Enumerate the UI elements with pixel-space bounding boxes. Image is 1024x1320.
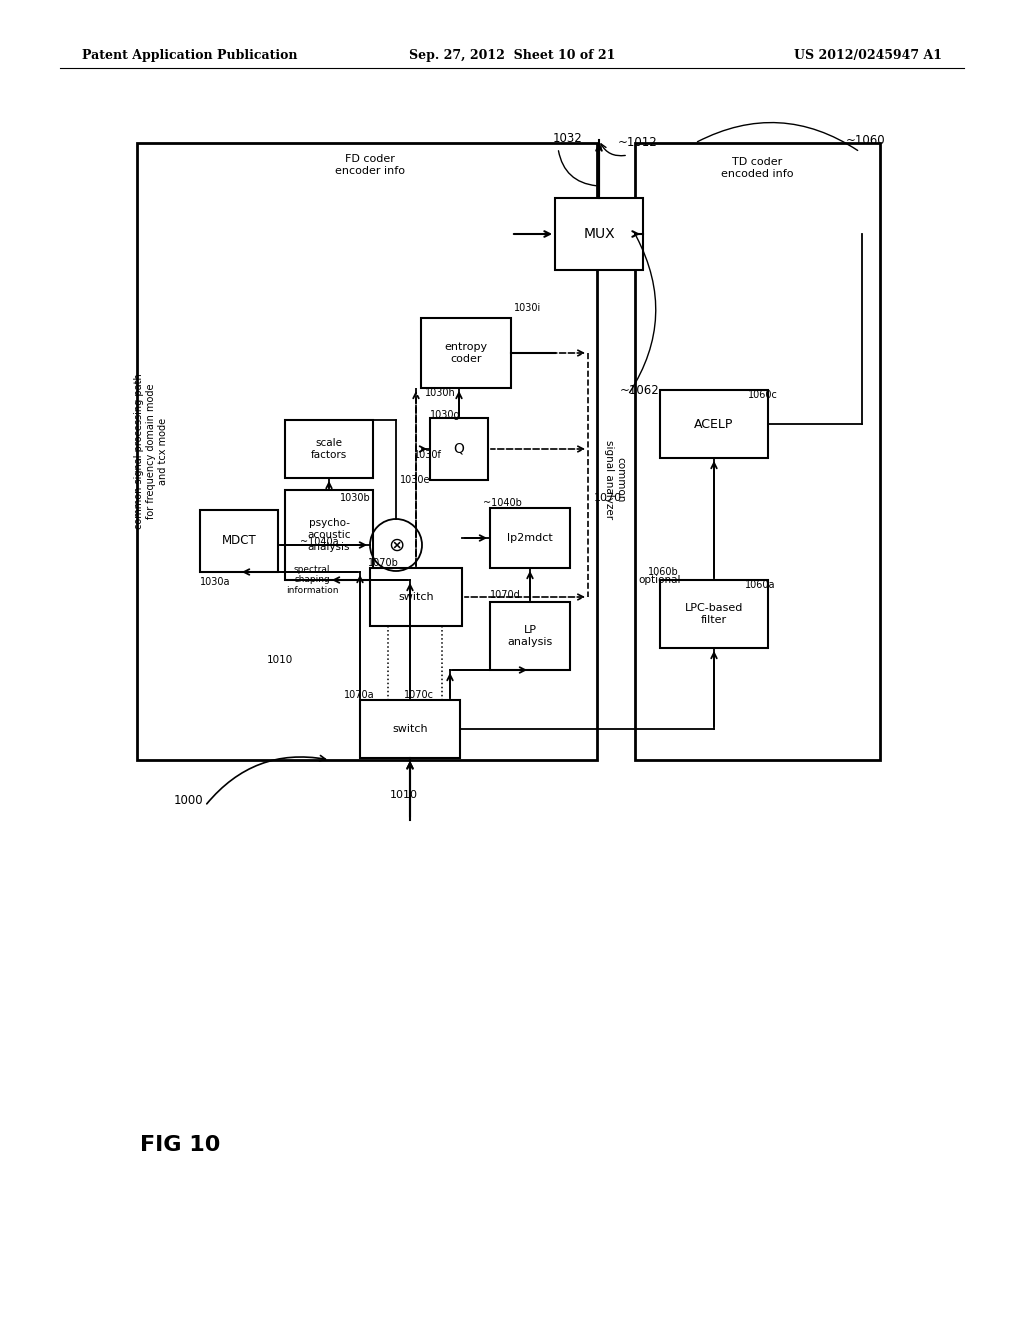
Text: psycho-
acoustic
analysis: psycho- acoustic analysis <box>307 519 351 552</box>
Text: MUX: MUX <box>584 227 614 242</box>
Text: 1010: 1010 <box>390 789 418 800</box>
Text: ~1060: ~1060 <box>846 133 886 147</box>
Text: 1070a: 1070a <box>344 690 375 700</box>
Text: ~1040a: ~1040a <box>300 537 339 546</box>
Text: 1030b: 1030b <box>340 492 371 503</box>
Text: TD coder
encoded info: TD coder encoded info <box>721 157 794 178</box>
Text: 1000: 1000 <box>174 793 204 807</box>
Text: common
signal analyzer: common signal analyzer <box>604 441 626 520</box>
Bar <box>635 143 880 760</box>
Text: FIG 10: FIG 10 <box>140 1135 220 1155</box>
Text: 1070c: 1070c <box>404 690 434 700</box>
Bar <box>200 510 278 572</box>
Bar <box>137 143 597 760</box>
Text: 1032: 1032 <box>553 132 583 144</box>
Text: scale
factors: scale factors <box>311 438 347 459</box>
Text: 1070d: 1070d <box>490 590 521 601</box>
Text: entropy
coder: entropy coder <box>444 342 487 364</box>
Text: 1070: 1070 <box>594 492 623 503</box>
Bar <box>490 602 570 671</box>
Bar <box>430 418 488 480</box>
Text: Q: Q <box>454 442 465 455</box>
Text: 1060b: 1060b <box>648 568 679 577</box>
Bar <box>285 490 373 579</box>
Bar <box>555 198 643 271</box>
Text: 1060a: 1060a <box>745 579 775 590</box>
Text: LP
analysis: LP analysis <box>507 626 553 647</box>
Bar <box>660 389 768 458</box>
Text: Sep. 27, 2012  Sheet 10 of 21: Sep. 27, 2012 Sheet 10 of 21 <box>409 49 615 62</box>
Bar <box>370 568 462 626</box>
Text: 1030i: 1030i <box>514 304 542 313</box>
Text: lp2mdct: lp2mdct <box>507 533 553 543</box>
Text: optional: optional <box>638 576 681 585</box>
Text: spectral
shaping
information: spectral shaping information <box>286 565 338 595</box>
Text: MDCT: MDCT <box>221 535 256 548</box>
Text: ~1012: ~1012 <box>618 136 657 149</box>
Text: 1060c: 1060c <box>748 389 778 400</box>
Text: ~1062: ~1062 <box>620 384 659 396</box>
Text: switch: switch <box>398 591 434 602</box>
Bar <box>360 700 460 758</box>
Bar <box>490 508 570 568</box>
Text: 1030e: 1030e <box>400 475 430 484</box>
Text: FD coder
encoder info: FD coder encoder info <box>335 154 406 176</box>
Text: 1030h: 1030h <box>425 388 456 399</box>
Text: ACELP: ACELP <box>694 417 733 430</box>
Text: ⊗: ⊗ <box>388 536 404 554</box>
Text: 1070b: 1070b <box>368 558 399 568</box>
Text: common signal processing path
for frequency domain mode
and tcx mode: common signal processing path for freque… <box>134 374 168 529</box>
Bar <box>421 318 511 388</box>
Text: 1010: 1010 <box>267 655 293 665</box>
Text: Patent Application Publication: Patent Application Publication <box>82 49 298 62</box>
Text: 1030f: 1030f <box>414 450 442 459</box>
Text: 1030a: 1030a <box>200 577 230 587</box>
Bar <box>660 579 768 648</box>
Text: LPC-based
filter: LPC-based filter <box>685 603 743 624</box>
Bar <box>285 420 373 478</box>
Text: switch: switch <box>392 723 428 734</box>
Text: ~1040b: ~1040b <box>483 498 522 508</box>
Text: US 2012/0245947 A1: US 2012/0245947 A1 <box>794 49 942 62</box>
Text: 1030g: 1030g <box>430 411 461 420</box>
